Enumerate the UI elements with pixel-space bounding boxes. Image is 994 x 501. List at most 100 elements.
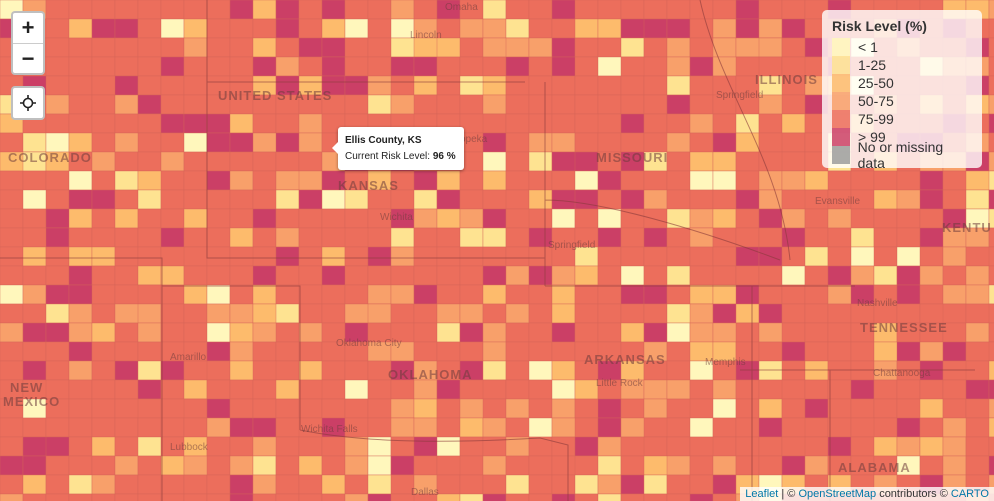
county xyxy=(551,37,576,58)
county xyxy=(712,474,737,495)
carto-link[interactable]: CARTO xyxy=(950,488,989,500)
legend-item: > 99 xyxy=(832,128,972,146)
county xyxy=(919,455,944,476)
county xyxy=(896,208,921,229)
county xyxy=(45,360,70,381)
county xyxy=(252,417,277,438)
county xyxy=(781,341,806,362)
county xyxy=(252,113,277,134)
county xyxy=(91,189,116,210)
county xyxy=(68,436,93,457)
county xyxy=(597,322,622,343)
county xyxy=(712,246,737,267)
county xyxy=(482,455,507,476)
county xyxy=(896,265,921,286)
county xyxy=(781,322,806,343)
city-label: Lubbock xyxy=(170,442,208,453)
county xyxy=(0,417,24,438)
county xyxy=(183,398,208,419)
county xyxy=(482,75,507,96)
county xyxy=(528,398,553,419)
county xyxy=(528,151,553,172)
county xyxy=(643,18,668,39)
county xyxy=(666,0,691,20)
legend-label: 50-75 xyxy=(858,93,894,109)
county xyxy=(505,360,530,381)
osm-link[interactable]: OpenStreetMap xyxy=(798,488,877,500)
county xyxy=(22,208,47,229)
county xyxy=(68,56,93,77)
county xyxy=(137,265,162,286)
county xyxy=(643,56,668,77)
county xyxy=(942,246,967,267)
county xyxy=(735,417,760,438)
county xyxy=(919,170,944,191)
county xyxy=(551,436,576,457)
county xyxy=(873,189,898,210)
county xyxy=(45,94,70,115)
county xyxy=(321,493,346,501)
county xyxy=(735,18,760,39)
zoom-out[interactable]: − xyxy=(21,46,35,71)
city-label: Memphis xyxy=(705,357,746,368)
county xyxy=(68,493,93,501)
county xyxy=(137,94,162,115)
zoom-in[interactable]: + xyxy=(13,13,43,44)
county xyxy=(482,56,507,77)
county xyxy=(758,227,783,248)
county xyxy=(0,322,24,343)
county xyxy=(666,417,691,438)
county xyxy=(160,151,185,172)
county xyxy=(229,455,254,476)
county xyxy=(436,341,461,362)
county xyxy=(229,303,254,324)
county xyxy=(206,398,231,419)
county xyxy=(689,455,714,476)
county xyxy=(804,436,829,457)
county xyxy=(45,246,70,267)
county xyxy=(988,303,994,324)
county xyxy=(229,113,254,134)
county xyxy=(344,398,369,419)
county xyxy=(574,379,599,400)
county xyxy=(436,189,461,210)
county xyxy=(183,170,208,191)
county xyxy=(275,0,300,20)
county xyxy=(712,493,737,501)
county xyxy=(91,56,116,77)
county xyxy=(367,455,392,476)
county xyxy=(91,398,116,419)
county xyxy=(597,246,622,267)
county xyxy=(459,436,484,457)
county xyxy=(459,474,484,495)
county xyxy=(114,151,139,172)
county xyxy=(91,113,116,134)
county xyxy=(827,398,852,419)
county xyxy=(137,75,162,96)
county xyxy=(413,0,438,20)
county xyxy=(850,227,875,248)
county xyxy=(528,189,553,210)
county xyxy=(45,0,70,20)
county xyxy=(758,265,783,286)
county xyxy=(482,151,507,172)
county xyxy=(0,265,24,286)
county xyxy=(229,170,254,191)
county xyxy=(896,170,921,191)
county xyxy=(298,265,323,286)
county xyxy=(275,360,300,381)
county xyxy=(298,18,323,39)
locate-control xyxy=(11,86,45,120)
county xyxy=(298,132,323,153)
county xyxy=(896,341,921,362)
county xyxy=(68,360,93,381)
county xyxy=(459,265,484,286)
leaflet-link[interactable]: Leaflet xyxy=(745,488,779,500)
county xyxy=(390,417,415,438)
county xyxy=(137,360,162,381)
locate-button[interactable] xyxy=(13,88,43,118)
county xyxy=(160,360,185,381)
county xyxy=(114,208,139,229)
county xyxy=(758,37,783,58)
county xyxy=(896,417,921,438)
